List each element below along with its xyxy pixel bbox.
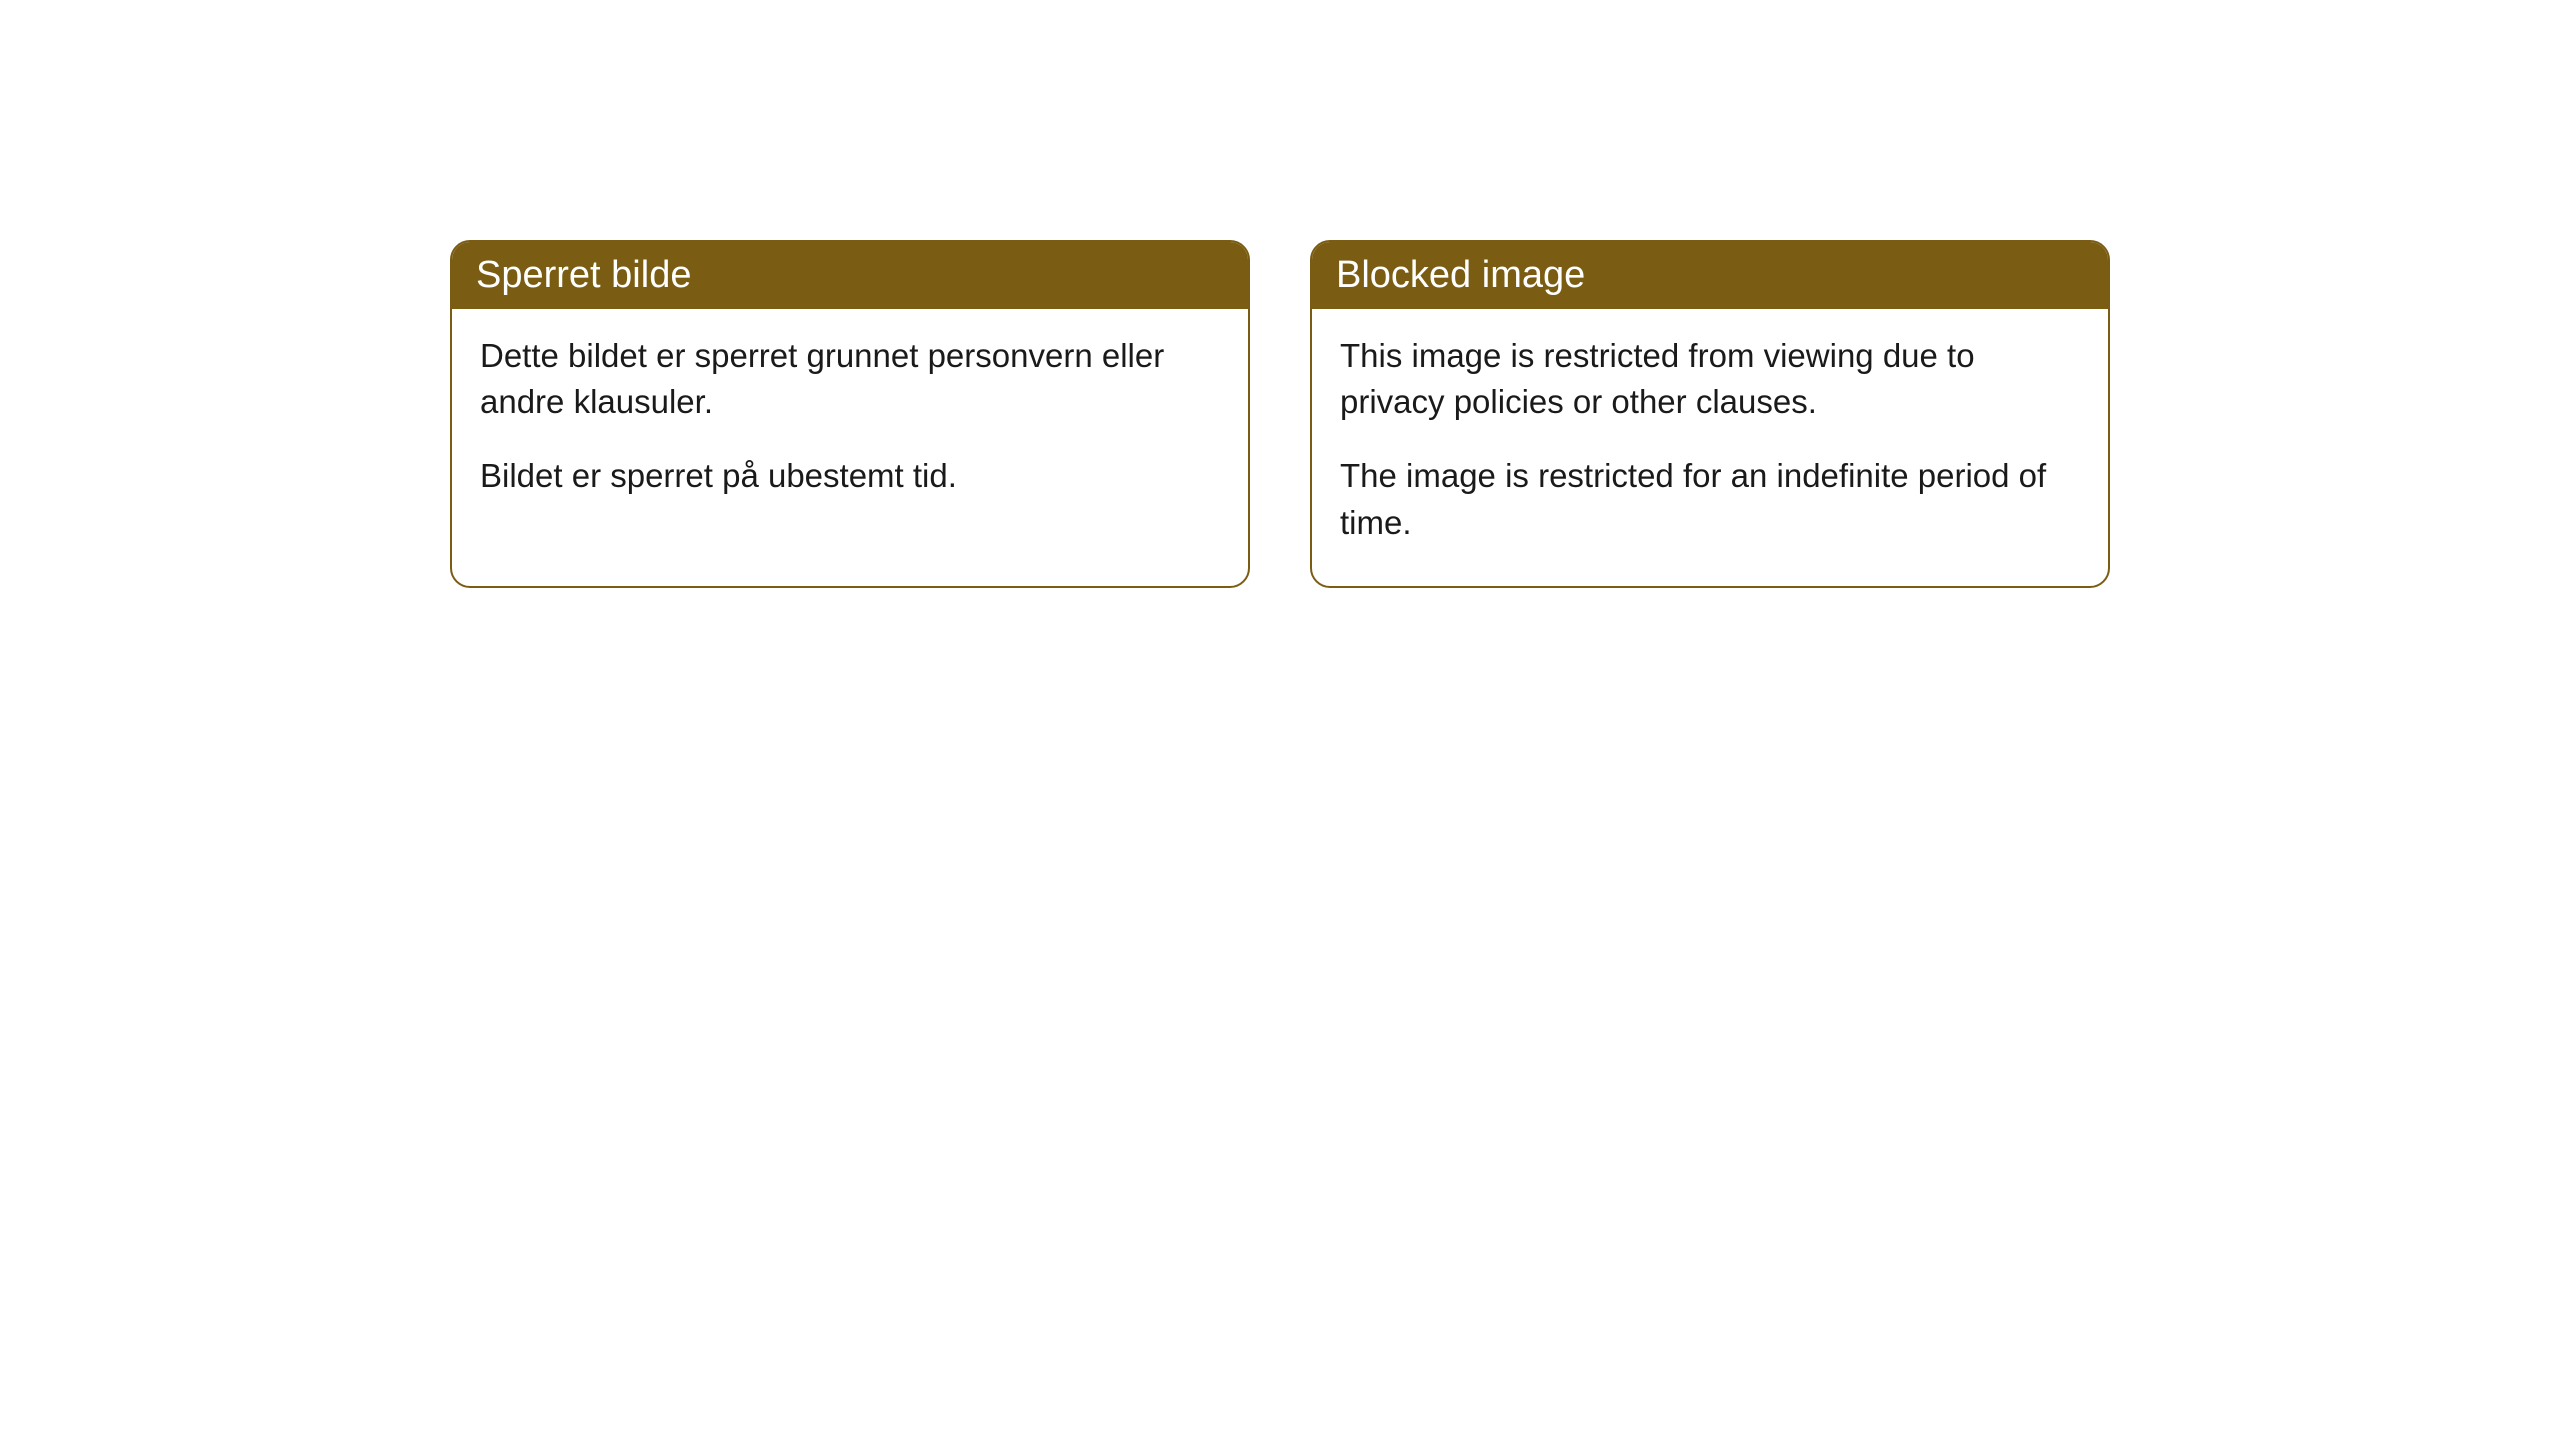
card-body: This image is restricted from viewing du… <box>1312 309 2108 586</box>
card-title: Blocked image <box>1336 254 1585 296</box>
blocked-image-card-english: Blocked image This image is restricted f… <box>1310 240 2110 588</box>
notice-container: Sperret bilde Dette bildet er sperret gr… <box>450 240 2560 588</box>
card-header: Sperret bilde <box>452 242 1248 309</box>
card-paragraph: Bildet er sperret på ubestemt tid. <box>480 453 1220 499</box>
card-paragraph: The image is restricted for an indefinit… <box>1340 453 2080 545</box>
card-paragraph: This image is restricted from viewing du… <box>1340 333 2080 425</box>
card-body: Dette bildet er sperret grunnet personve… <box>452 309 1248 540</box>
card-header: Blocked image <box>1312 242 2108 309</box>
card-paragraph: Dette bildet er sperret grunnet personve… <box>480 333 1220 425</box>
card-title: Sperret bilde <box>476 254 691 296</box>
blocked-image-card-norwegian: Sperret bilde Dette bildet er sperret gr… <box>450 240 1250 588</box>
